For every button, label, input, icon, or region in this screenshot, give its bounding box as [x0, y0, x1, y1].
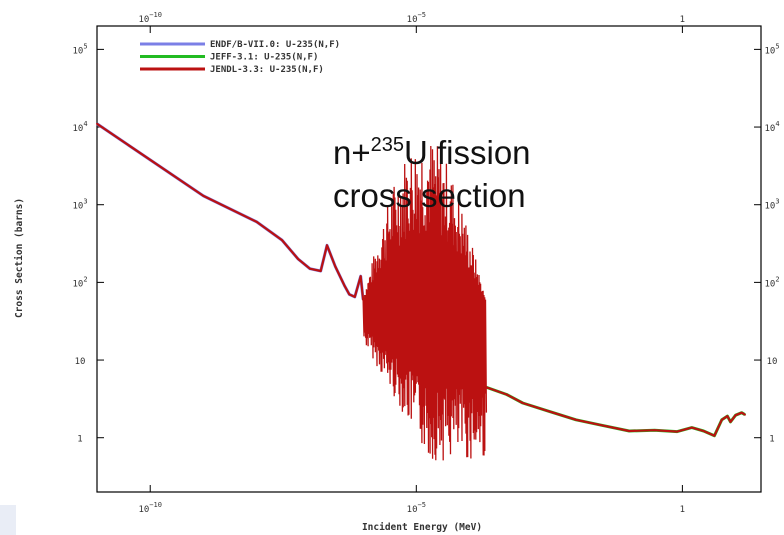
data-point	[720, 418, 723, 421]
data-point	[713, 434, 716, 437]
legend-entry-jendl: JENDL-3.3: U-235(N,F)	[140, 65, 324, 75]
data-point	[359, 275, 362, 278]
data-point	[348, 293, 351, 296]
data-point	[297, 258, 299, 260]
x-tick-label-base: 10	[407, 505, 418, 515]
data-point	[281, 239, 283, 242]
data-point	[202, 195, 205, 197]
x-tick-label: 10−5	[407, 501, 426, 515]
data-point	[740, 411, 743, 414]
y-tick-label-exponent: 2	[83, 275, 87, 283]
x-tick-label-top: 10−10	[138, 11, 162, 25]
data-point	[547, 410, 549, 412]
y-tick-label-right-base: 10	[764, 124, 775, 134]
plot-frame	[96, 25, 762, 493]
y-tick-label-base: 10	[72, 279, 83, 289]
y-tick-label-exponent: 4	[83, 120, 87, 128]
y-tick-label-base: 10	[72, 46, 83, 56]
data-point	[744, 413, 746, 416]
y-tick-label-right-exponent: 4	[775, 120, 779, 128]
y-tick-label-right-exponent: 5	[775, 42, 779, 50]
x-tick-label-top: 10−5	[407, 11, 426, 25]
data-point	[628, 430, 631, 432]
data-point	[729, 421, 732, 423]
y-tick-label-exponent: 5	[83, 42, 87, 50]
data-point	[334, 265, 337, 268]
data-point	[326, 244, 328, 247]
legend-label: JENDL-3.3: U-235(N,F)	[210, 65, 324, 75]
y-tick-label-base: 10	[72, 202, 83, 212]
data-point	[575, 418, 577, 421]
legend-label: JEFF-3.1: U-235(N,F)	[210, 53, 318, 63]
y-tick-label: 1	[77, 435, 82, 445]
x-tick-label-top-base: 10	[407, 15, 418, 25]
y-tick-label: 104	[72, 120, 87, 134]
slide-decoration	[0, 505, 16, 535]
y-tick-label: 102	[72, 275, 87, 289]
x-tick-label: 10−10	[138, 501, 162, 515]
annotation-prefix: n+	[333, 134, 371, 171]
annotation-superscript: 235	[371, 134, 404, 156]
x-tick-label-base: 10	[138, 505, 149, 515]
jendl-resonance-region	[362, 145, 488, 461]
data-point	[690, 426, 693, 429]
x-tick-label-top-base: 10	[138, 15, 149, 25]
y-tick-label-right: 102	[764, 275, 779, 289]
y-tick-label: 105	[72, 42, 87, 56]
y-tick-label-right-exponent: 2	[775, 275, 779, 283]
y-tick-label-right-base: 10	[764, 46, 775, 56]
legend-label: ENDF/B-VII.0: U-235(N,F)	[210, 40, 340, 50]
jendl-series-line	[96, 122, 746, 437]
y-tick-label-exponent: 3	[83, 198, 87, 206]
legend-entry-endf: ENDF/B-VII.0: U-235(N,F)	[140, 40, 340, 50]
x-tick-label-top-exponent: −5	[418, 11, 426, 19]
y-tick-label-right: 1	[769, 435, 774, 445]
annotation-rest: U fission	[404, 134, 531, 171]
data-point	[600, 424, 603, 427]
series-curves	[96, 122, 746, 461]
data-point	[505, 393, 508, 396]
y-tick-label-right: 103	[764, 198, 779, 212]
x-tick-label-exponent: −10	[149, 501, 162, 509]
y-tick-label-right: 10	[767, 357, 778, 367]
y-tick-label-right: 105	[764, 42, 779, 56]
svg-text:n+235U fission: n+235U fission	[333, 134, 531, 171]
legend: ENDF/B-VII.0: U-235(N,F) JEFF-3.1: U-235(…	[140, 40, 340, 75]
data-point	[734, 414, 737, 417]
x-tick-label-top: 1	[680, 15, 685, 25]
x-tick-label: 1	[680, 505, 685, 515]
data-point	[353, 296, 356, 298]
data-point	[521, 402, 524, 404]
annotation-line2: cross section	[333, 177, 526, 214]
data-point	[255, 221, 258, 223]
data-point	[96, 122, 98, 125]
y-tick-label-right-base: 10	[764, 279, 775, 289]
data-point	[319, 270, 322, 272]
x-axis-title: Incident Energy (MeV)	[362, 522, 482, 533]
chart-annotation: n+235U fission cross section	[333, 134, 531, 214]
data-point	[309, 267, 311, 270]
legend-entry-jeff: JEFF-3.1: U-235(N,F)	[140, 53, 318, 63]
x-tick-label-top-exponent: −10	[149, 11, 162, 19]
data-point	[653, 429, 656, 432]
y-tick-label: 10	[75, 357, 86, 367]
data-point	[726, 415, 729, 417]
y-tick-label-right: 104	[764, 120, 779, 134]
y-tick-label-right-exponent: 3	[775, 198, 779, 206]
y-axis-title: Cross Section (barns)	[14, 198, 25, 318]
data-point	[343, 285, 346, 287]
y-tick-label: 103	[72, 198, 87, 212]
data-point	[702, 430, 705, 432]
y-tick-label-base: 10	[72, 124, 83, 134]
y-tick-label-right-base: 10	[764, 202, 775, 212]
x-tick-label-exponent: −5	[418, 501, 426, 509]
data-point	[676, 430, 679, 433]
